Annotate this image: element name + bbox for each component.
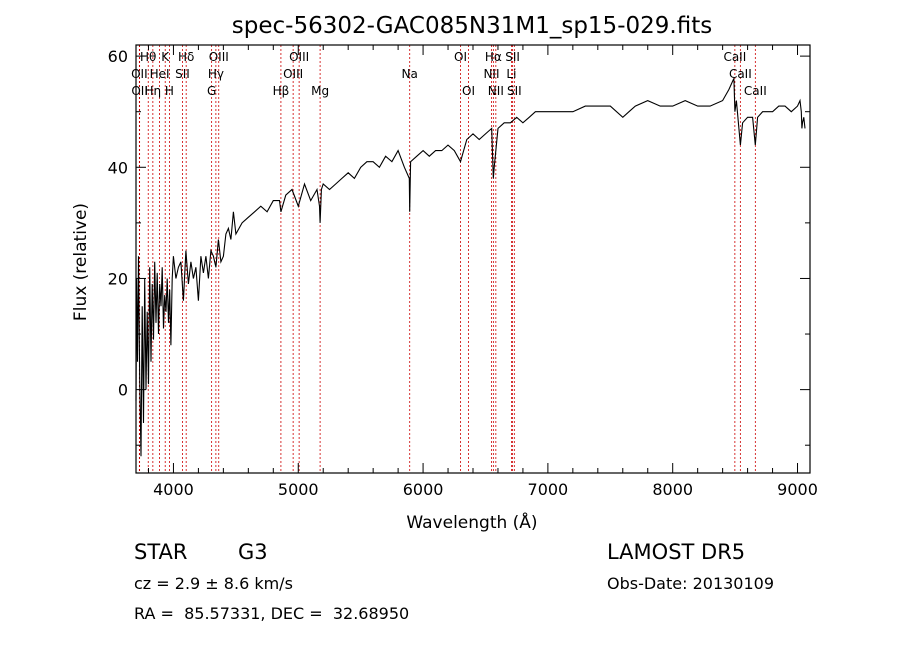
line-label-23: Mg [311,84,329,98]
line-label-26: SII [507,84,522,98]
line-label-9: OII [131,67,148,81]
line-label-4: OIII [289,50,309,64]
line-label-1: K [161,50,170,64]
x-tick-label-6000: 6000 [403,480,444,499]
line-label-12: Hγ [208,67,224,81]
chart-title: spec-56302-GAC085N31M1_sp15-029.fits [232,13,712,39]
line-label-5: OI [454,50,467,64]
x-tick-label-5000: 5000 [278,480,319,499]
x-tick-label-9000: 9000 [777,480,818,499]
line-label-19: Hη [145,84,162,98]
y-tick-label-0: 0 [118,381,128,400]
line-label-15: NII [483,67,499,81]
spectral-subclass: G3 [238,540,268,564]
plot-frame [135,44,811,474]
line-label-20: H [165,84,174,98]
line-label-17: CaII [729,67,752,81]
y-tick-label-40: 40 [108,158,128,177]
coordinates: RA = 85.57331, DEC = 32.68950 [134,604,410,623]
line-label-21: G [207,84,216,98]
y-tick-label-60: 60 [108,47,128,66]
object-class: STAR [134,540,188,564]
x-axis-ticks: 4000 5000 6000 7000 8000 9000 [147,45,818,499]
line-label-0: Hθ [140,50,156,64]
line-label-13: OIII [283,67,303,81]
survey-name: LAMOST DR5 [607,540,746,564]
line-label-8: CaII [723,50,746,64]
line-label-11: SII [175,67,190,81]
line-label-6: Hα [485,50,502,64]
line-label-2: Hδ [178,50,194,64]
line-label-16: Li [506,67,516,81]
line-label-10: HeI [150,67,170,81]
line-label-24: OI [462,84,475,98]
spectrum-series-line [135,78,806,457]
y-axis-label: Flux (relative) [71,203,91,321]
line-label-14: Na [402,67,418,81]
x-tick-label-4000: 4000 [153,480,194,499]
velocity-readout: cz = 2.9 ± 8.6 km/s [134,574,293,593]
obs-date: Obs-Date: 20130109 [607,574,775,593]
spectral-line-markers [138,45,756,473]
x-tick-label-7000: 7000 [528,480,569,499]
line-label-27: CaII [744,84,767,98]
y-axis-ticks: 0 20 40 60 [108,47,810,446]
x-tick-label-8000: 8000 [652,480,693,499]
line-label-7: SII [505,50,520,64]
x-axis-label: Wavelength (Å) [406,511,537,533]
line-label-3: OIII [209,50,229,64]
y-tick-label-20: 20 [108,269,128,288]
line-label-22: Hβ [273,84,290,98]
line-label-25: NII [488,84,504,98]
